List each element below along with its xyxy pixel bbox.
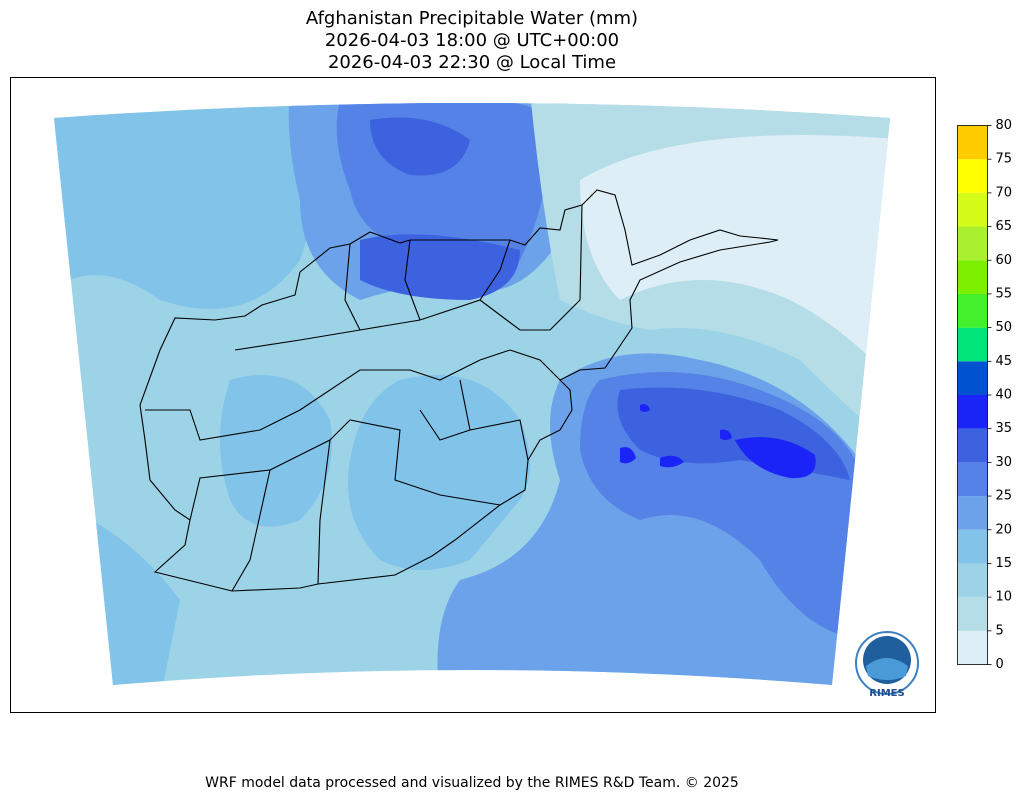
colorbar-segment	[957, 159, 988, 193]
title-line: 2026-04-03 22:30 @ Local Time	[328, 52, 616, 73]
colorbar: 0 5 10 15 20 25 30 35 40 45 50 55 60 65 70 75 80	[957, 118, 1013, 672]
colorbar-segment	[957, 428, 988, 463]
colorbar-tick-label: 65	[996, 219, 1013, 234]
logo: RIMES	[855, 631, 919, 699]
colorbar-segment	[957, 462, 988, 497]
colorbar-segment	[957, 496, 988, 530]
colorbar-segment	[957, 563, 988, 598]
colorbar-tick-label: 0	[996, 657, 1004, 672]
colorbar-tick-label: 80	[996, 118, 1013, 133]
colorbar-segment	[957, 630, 988, 665]
colorbar-tick-label: 75	[996, 152, 1013, 167]
contour	[660, 455, 684, 468]
contour	[620, 447, 636, 464]
country-borders	[139, 189, 779, 592]
contour	[370, 117, 470, 176]
colorbar-tick-label: 35	[996, 421, 1013, 436]
colorbar-segment	[957, 529, 988, 564]
contour	[54, 103, 315, 309]
title-line: 2026-04-03 18:00 @ UTC+00:00	[325, 30, 619, 51]
colorbar-segment	[957, 192, 988, 227]
colorbar-tick-label: 10	[996, 590, 1013, 605]
map-frame	[10, 77, 936, 713]
colorbar-frame	[957, 125, 988, 665]
colorbar-segment	[957, 125, 988, 160]
map-field	[54, 103, 890, 685]
contour	[580, 135, 890, 400]
colorbar-tick-label: 70	[996, 185, 1013, 200]
colorbar-tick-label: 20	[996, 522, 1013, 537]
colorbar-tick-label: 30	[996, 455, 1013, 470]
colorbar-tick-label: 40	[996, 388, 1013, 403]
logo-text: RIMES	[869, 688, 904, 699]
colorbar-tick-label: 5	[996, 623, 1004, 638]
colorbar-tick-label: 45	[996, 354, 1013, 369]
colorbar-segment	[957, 327, 988, 362]
colorbar-segment	[957, 260, 988, 294]
colorbar-segment	[957, 597, 988, 631]
logo-wave	[866, 658, 908, 680]
colorbar-segment	[957, 226, 988, 261]
title-line: Afghanistan Precipitable Water (mm)	[306, 8, 638, 29]
colorbar-tick-label: 60	[996, 253, 1013, 268]
contour	[220, 375, 332, 527]
colorbar-tick-label: 15	[996, 556, 1013, 571]
contour	[348, 375, 530, 570]
colorbar-tick-label: 50	[996, 320, 1013, 335]
footer: WRF model data processed and visualized …	[205, 775, 739, 791]
colorbar-tick-label: 25	[996, 489, 1013, 504]
contour	[735, 437, 816, 479]
colorbar-tick-label: 55	[996, 286, 1013, 301]
contour	[640, 404, 650, 412]
colorbar-segment	[957, 361, 988, 395]
colorbar-segment	[957, 395, 988, 429]
contour	[720, 429, 732, 440]
contour	[360, 234, 520, 300]
colorbar-segment	[957, 293, 988, 328]
